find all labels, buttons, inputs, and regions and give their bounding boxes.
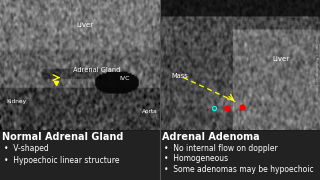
Text: •  Homogeneous: • Homogeneous <box>164 154 228 163</box>
Bar <box>160 130 320 180</box>
Text: Mass: Mass <box>171 73 188 79</box>
Bar <box>0 130 160 180</box>
Text: Georgia Radiology Lecture: Georgia Radiology Lecture <box>315 40 318 92</box>
Text: •  Hypoechoic linear structure: • Hypoechoic linear structure <box>4 156 119 165</box>
Text: Aorta: Aorta <box>142 109 157 114</box>
Text: Normal Adrenal Gland: Normal Adrenal Gland <box>2 132 123 142</box>
Text: •  Some adenomas may be hypoechoic: • Some adenomas may be hypoechoic <box>164 165 314 174</box>
Text: Adrenal Gland: Adrenal Gland <box>73 68 121 73</box>
Text: •  No internal flow on doppler: • No internal flow on doppler <box>164 144 277 153</box>
Text: Liver: Liver <box>76 22 93 28</box>
Text: Kidney: Kidney <box>6 99 27 104</box>
Text: Liver: Liver <box>272 56 289 62</box>
Text: Adrenal Adenoma: Adrenal Adenoma <box>162 132 259 142</box>
Text: IVC: IVC <box>120 76 130 81</box>
Text: •  V-shaped: • V-shaped <box>4 144 49 153</box>
